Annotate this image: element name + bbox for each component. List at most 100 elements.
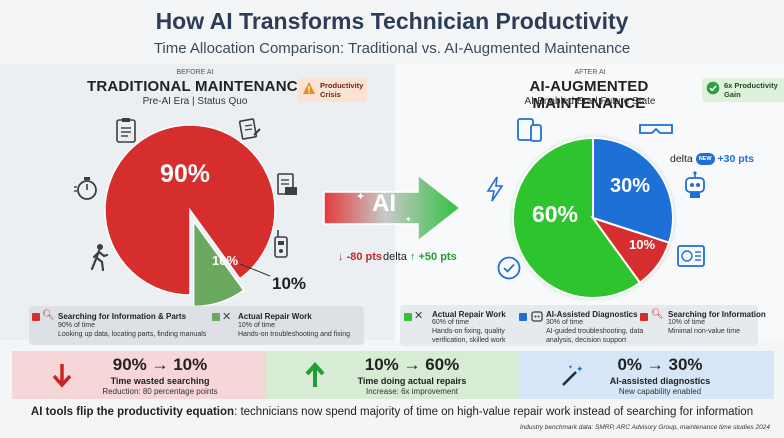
arrow-up-icon: ↑ <box>409 251 416 263</box>
arrow-down-icon: ↓ <box>338 251 344 263</box>
check-shield-icon <box>497 256 521 280</box>
sparkle-icon: ✦ <box>356 191 366 203</box>
legend-pct: 10% of time <box>668 319 705 326</box>
page-title: How AI Transforms Technician Productivit… <box>155 8 629 34</box>
delta-new-value: +30 pts <box>717 153 754 165</box>
delta-up: delta ↑ +50 pts <box>383 251 457 263</box>
traditional-title: TRADITIONAL MAINTENANCE <box>87 78 308 95</box>
legend-detail: Looking up data, locating parts, finding… <box>58 331 207 338</box>
new-badge: NEW <box>695 153 715 166</box>
traditional-10-outer-label: 10% <box>272 274 307 293</box>
wrench-icon: ✕ <box>222 311 232 323</box>
key-takeaway-rest: : technicians now spend majority of time… <box>234 406 754 418</box>
legend-title: Searching for Information <box>668 310 766 319</box>
arrow-down-icon <box>52 364 72 388</box>
legend-swatch-repair-work <box>404 313 412 321</box>
legend-swatch-ai-diagnostics <box>519 313 527 321</box>
source-footnote: Industry benchmark data: SMRP, ARC Advis… <box>519 424 770 431</box>
transform-arrow <box>323 173 462 243</box>
delta-up-prefix: delta <box>383 251 407 263</box>
legend-detail: AI-guided troubleshooting, data analysis… <box>546 328 644 344</box>
legend-swatch-repair <box>212 313 220 321</box>
traditional-pie-chart <box>104 124 276 308</box>
stat-card-diagnostics <box>520 351 774 399</box>
traditional-10-inner-label: 10% <box>211 253 239 268</box>
legend-detail: Hands-on fixing, quality verification, s… <box>432 328 506 344</box>
ai-subtitle: AI-Enabled Era | Future State <box>524 96 656 107</box>
robot-icon <box>531 311 543 322</box>
stat-small: Increase: 6x improvement <box>365 387 459 396</box>
delta-down: ↓ -80 pts <box>338 251 382 263</box>
manual-icon <box>238 118 261 140</box>
pie-slice-searching <box>104 124 276 296</box>
traditional-subtitle: Pre-AI Era | Status Quo <box>142 96 248 107</box>
magic-wand-icon: ✦✦ <box>562 364 584 386</box>
legend-title: AI-Assisted Diagnostics <box>546 310 638 319</box>
before-ai-tag: BEFORE AI <box>176 69 214 76</box>
legend-detail: Hands-on troubleshooting and fixing <box>238 331 351 338</box>
legend-pct: 30% of time <box>546 319 583 326</box>
wrench-icon: ✕ <box>414 310 424 322</box>
ai-label: AI <box>372 190 396 217</box>
ai-10-label: 10% <box>628 237 656 252</box>
lightning-icon <box>486 176 504 202</box>
legend-title: Actual Repair Work <box>238 312 312 321</box>
key-takeaway: AI tools flip the productivity equation:… <box>0 406 784 418</box>
radio-icon <box>274 230 288 258</box>
legend-pct: 60% of time <box>432 319 469 326</box>
svg-text:✦: ✦ <box>568 364 573 371</box>
check-circle-icon <box>706 81 720 95</box>
delta-down-value: -80 pts <box>346 251 383 263</box>
badge-line-2: Gain <box>724 90 741 99</box>
badge-line-2: Crisis <box>320 90 341 99</box>
traditional-90-label: 90% <box>159 160 211 188</box>
sparkle-icon-small: ✦ <box>405 215 412 224</box>
page-subtitle: Time Allocation Comparison: Traditional … <box>153 40 631 57</box>
stat-big: 90% → 10% <box>112 355 208 374</box>
stat-mid: Time doing actual repairs <box>357 376 467 386</box>
badge-line-1: Productivity <box>320 81 364 90</box>
arrow-up-icon <box>305 361 325 387</box>
delta-new: delta NEW +30 pts <box>670 153 754 166</box>
walking-person-icon <box>90 244 109 271</box>
ai-title: AI-AUGMENTED MAINTENANCE <box>529 78 649 112</box>
stat-big: 0% → 30% <box>617 355 703 374</box>
traditional-legend <box>29 306 364 345</box>
legend-swatch-searching <box>32 313 40 321</box>
dashboard-icon <box>677 245 705 267</box>
tablet-phone-icon <box>517 118 542 142</box>
stat-big: 10% → 60% <box>364 355 460 374</box>
stat-mid: AI-assisted diagnostics <box>609 376 711 386</box>
document-search-icon <box>277 173 297 195</box>
pie-slice-ai-diagnostics <box>592 136 674 244</box>
pie-slice-repair-work <box>512 136 642 299</box>
productivity-crisis-badge: Productivity Crisis <box>298 78 367 102</box>
ai-30-label: 30% <box>609 175 651 197</box>
legend-swatch-searching <box>640 313 648 321</box>
warning-icon <box>303 82 315 94</box>
ai-legend <box>400 305 758 346</box>
after-ai-tag: AFTER AI <box>574 69 606 76</box>
ai-60-label: 60% <box>531 201 579 227</box>
stat-small: New capability enabled <box>618 387 702 396</box>
legend-title: Searching for Information & Parts <box>58 312 187 321</box>
productivity-gain-badge: 6x Productivity Gain <box>702 78 784 102</box>
key-takeaway-bold: AI tools flip the productivity equation <box>30 406 235 418</box>
legend-pct: 10% of time <box>238 322 275 329</box>
legend-pct: 90% of time <box>58 322 95 329</box>
search-icon: 🔍︎ <box>651 309 664 320</box>
delta-new-prefix: delta <box>670 153 693 165</box>
stopwatch-icon <box>74 177 97 200</box>
stat-mid: Time wasted searching <box>110 376 210 386</box>
badge-line-1: 6x Productivity <box>724 81 778 90</box>
search-tools-icon: 🔍︎ <box>42 310 55 321</box>
legend-detail: Minimal non-value time <box>668 328 740 335</box>
ai-pie-chart <box>512 136 674 299</box>
legend-title: Actual Repair Work <box>432 310 506 319</box>
svg-text:✦: ✦ <box>576 365 584 375</box>
stat-small: Reduction: 80 percentage points <box>102 387 218 396</box>
robot-icon <box>685 171 705 198</box>
clipboard-icon <box>116 118 136 143</box>
callout-line <box>239 263 271 277</box>
delta-up-value: +50 pts <box>418 251 457 263</box>
